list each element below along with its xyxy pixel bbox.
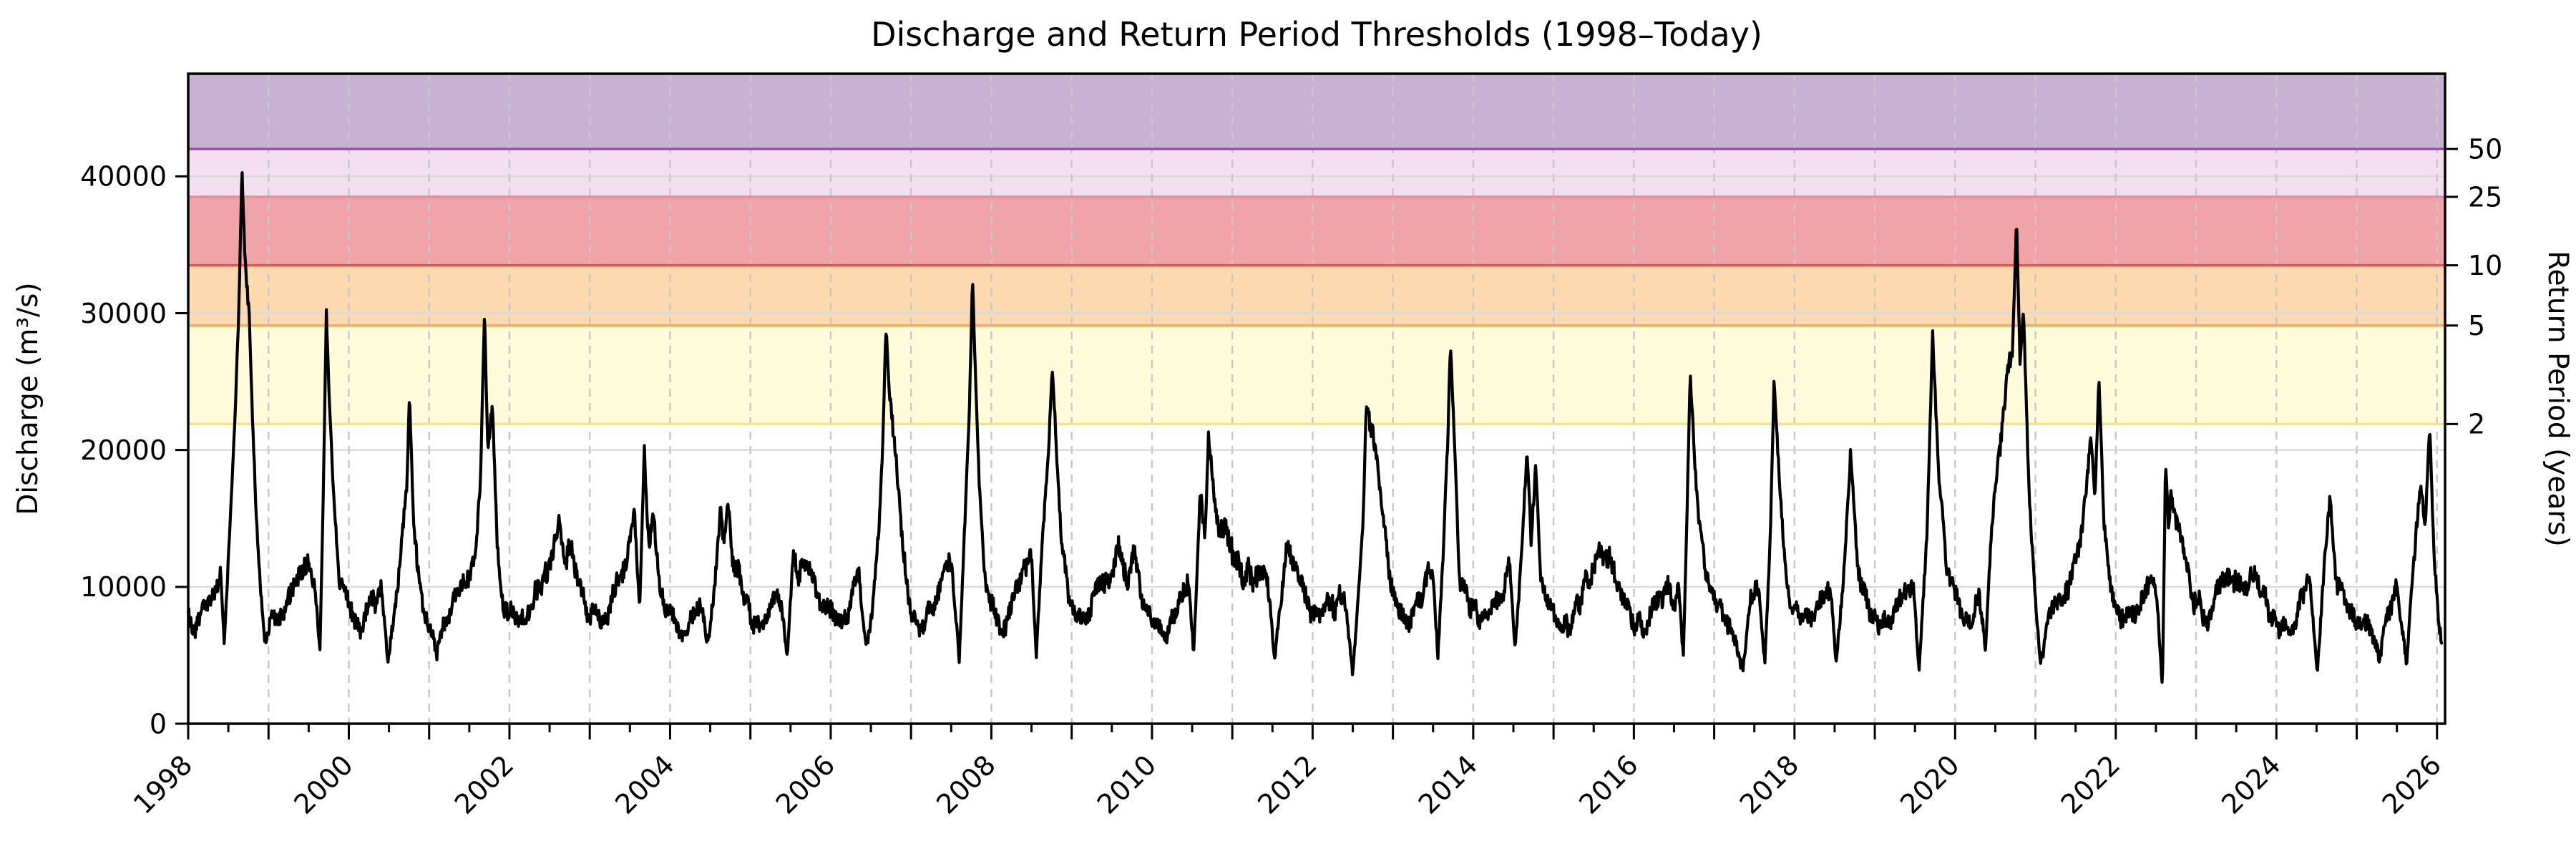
return-period-band-10yr [188, 197, 2445, 266]
return-period-band-25yr [188, 149, 2445, 198]
x-tick-label-2016: 2016 [1573, 749, 1644, 820]
right-tick-label-5: 5 [2468, 310, 2485, 341]
x-tick-label-2002: 2002 [449, 749, 520, 820]
x-tick-label-2014: 2014 [1413, 749, 1484, 820]
x-tick-label-2008: 2008 [930, 749, 1002, 820]
chart-title: Discharge and Return Period Thresholds (… [871, 15, 1762, 54]
x-tick-label-2012: 2012 [1252, 749, 1323, 820]
x-tick-label-2010: 2010 [1091, 749, 1163, 820]
right-tick-label-25: 25 [2468, 181, 2502, 213]
return-period-band-5yr [188, 265, 2445, 326]
x-axis-tick-labels: 1998 2000 2002 2004 2006 2008 2010 2012 2014 2016… [127, 749, 2447, 820]
x-tick-label-1998: 1998 [127, 749, 199, 820]
discharge-series-line [186, 171, 2444, 684]
return-period-band-50yr [188, 74, 2445, 150]
left-tick-label-10000: 10000 [80, 571, 167, 603]
return-period-band-2yr [188, 325, 2445, 424]
x-tick-label-2018: 2018 [1734, 749, 1805, 820]
x-tick-label-2020: 2020 [1894, 749, 1966, 820]
right-y-axis-ticks [2445, 147, 2458, 425]
threshold-lines [188, 147, 2445, 426]
right-tick-label-50: 50 [2468, 133, 2502, 165]
left-tick-label-0: 0 [150, 708, 167, 739]
left-tick-label-40000: 40000 [80, 161, 167, 193]
left-tick-label-30000: 30000 [80, 298, 167, 329]
x-tick-label-2022: 2022 [2055, 749, 2127, 820]
x-tick-label-2004: 2004 [609, 749, 680, 820]
plot-frame [187, 72, 2446, 725]
x-tick-label-2006: 2006 [770, 749, 841, 820]
left-y-axis-tick-labels: 0 10000 20000 30000 40000 [80, 161, 167, 740]
y-axis-label-left: Discharge (m³/s) [12, 282, 44, 515]
right-tick-label-10: 10 [2468, 250, 2502, 281]
right-tick-label-2: 2 [2468, 409, 2485, 440]
x-tick-label-2000: 2000 [288, 749, 359, 820]
left-tick-label-20000: 20000 [80, 435, 167, 466]
y-axis-label-right: Return Period (years) [2542, 251, 2574, 547]
x-tick-label-2024: 2024 [2215, 749, 2287, 820]
left-y-axis-ticks [175, 175, 188, 725]
x-tick-label-2026: 2026 [2376, 749, 2448, 820]
x-axis-ticks [187, 724, 2439, 739]
return-period-bands [188, 74, 2445, 424]
